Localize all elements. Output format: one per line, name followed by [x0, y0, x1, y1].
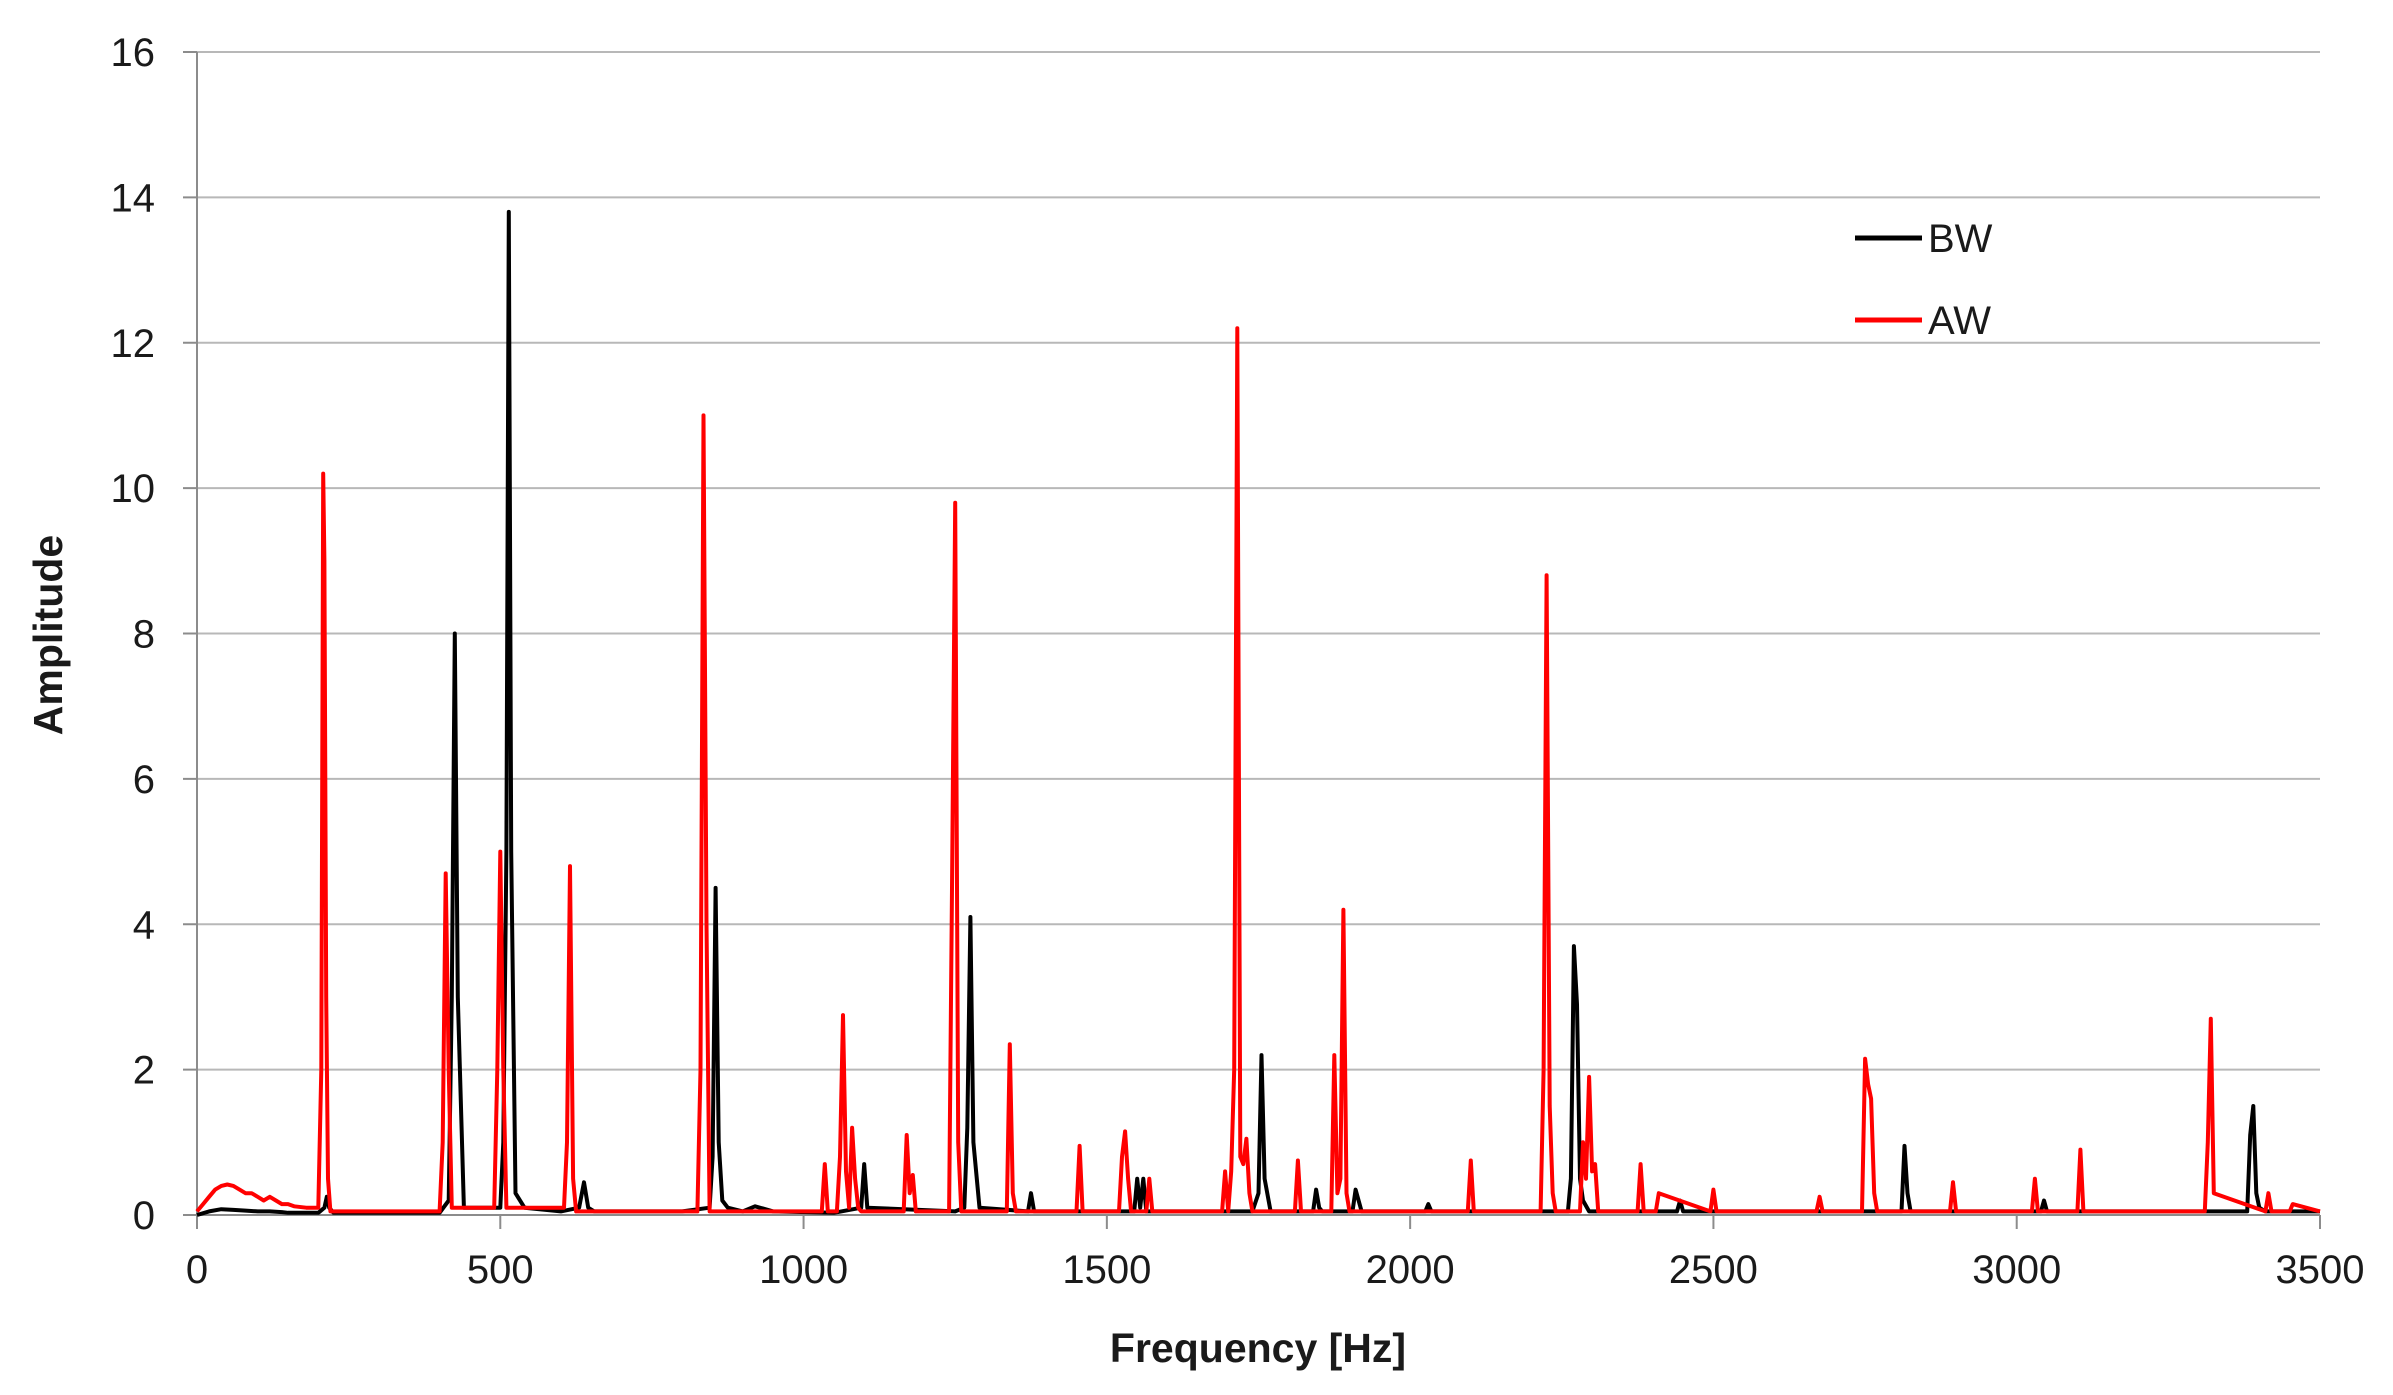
- y-tick-label-5: 10: [111, 467, 156, 511]
- grid-lines: [183, 51, 2321, 1229]
- x-tick-label-4: 2000: [1366, 1248, 1455, 1292]
- x-tick-labels: 0 500 1000 1500 2000 2500 3000 3500: [186, 1248, 2365, 1292]
- x-tick-label-3: 1500: [1062, 1248, 1151, 1292]
- y-tick-label-3: 6: [133, 758, 155, 802]
- y-tick-label-0: 0: [133, 1194, 155, 1238]
- y-tick-label-6: 12: [111, 322, 156, 366]
- x-axis-title: Frequency [Hz]: [1110, 1325, 1406, 1371]
- x-tick-label-7: 3500: [2276, 1248, 2365, 1292]
- series-layer: [195, 209, 2321, 1217]
- x-tick-label-2: 1000: [759, 1248, 848, 1292]
- y-tick-label-1: 2: [133, 1049, 155, 1093]
- axes: [196, 52, 2320, 1216]
- series-line-aw: [195, 326, 2321, 1214]
- series-line-bw: [196, 209, 2320, 1217]
- y-tick-label-7: 14: [111, 176, 156, 220]
- y-axis-title: Amplitude: [25, 535, 71, 735]
- legend-label-aw: AW: [1928, 299, 1991, 343]
- legend-label-bw: BW: [1928, 217, 1993, 261]
- x-tick-label-5: 2500: [1669, 1248, 1758, 1292]
- y-tick-labels: 0 2 4 6 8 10 12 14 16: [111, 31, 156, 1238]
- y-tick-label-8: 16: [111, 31, 156, 75]
- y-tick-label-4: 8: [133, 613, 155, 657]
- y-tick-label-2: 4: [133, 903, 155, 947]
- legend: BW AW: [1855, 217, 1993, 343]
- x-tick-label-1: 500: [467, 1248, 534, 1292]
- x-tick-label-6: 3000: [1972, 1248, 2061, 1292]
- x-tick-label-0: 0: [186, 1248, 208, 1292]
